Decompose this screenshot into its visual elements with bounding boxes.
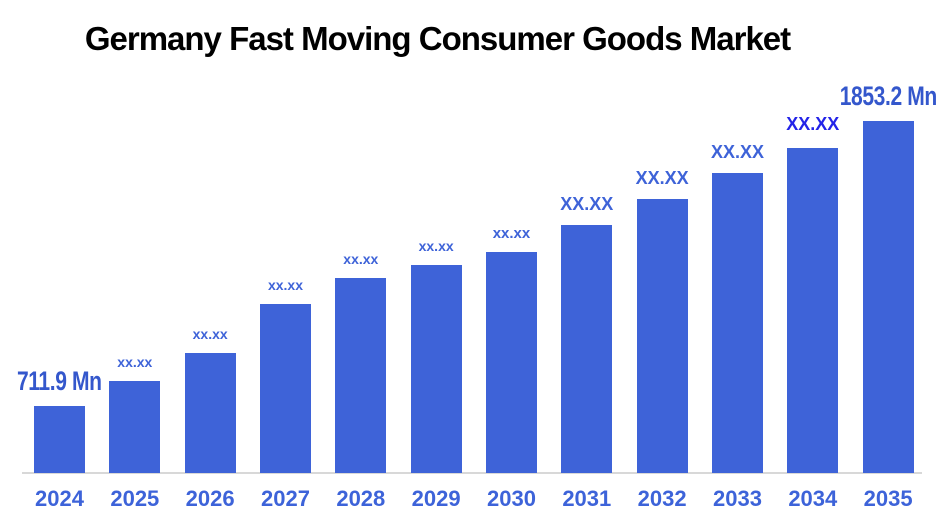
bar-2029 xyxy=(410,265,462,473)
x-axis-line xyxy=(22,472,922,474)
bar-2024 xyxy=(34,406,85,473)
year-label-2026: 2026 xyxy=(185,486,235,511)
year-label-2032: 2032 xyxy=(637,486,687,511)
year-label-2025: 2025 xyxy=(110,486,160,511)
bar-2034 xyxy=(787,148,839,473)
bar-2031 xyxy=(561,225,613,473)
bar-2033 xyxy=(711,173,763,473)
year-label-2024: 2024 xyxy=(35,486,84,511)
bar-2032 xyxy=(636,199,688,473)
bar-2025 xyxy=(109,381,161,473)
year-label-2029: 2029 xyxy=(411,486,461,511)
bar-2027 xyxy=(259,304,311,473)
bar-2035 xyxy=(862,121,914,473)
chart-title: Germany Fast Moving Consumer Goods Marke… xyxy=(84,20,791,57)
year-label-2030: 2030 xyxy=(486,486,536,511)
bar-2026 xyxy=(184,353,236,473)
year-label-2034: 2034 xyxy=(788,486,838,511)
year-label-2031: 2031 xyxy=(562,486,612,511)
year-label-2033: 2033 xyxy=(712,486,762,511)
value-label-2035: 1853.2 Mn xyxy=(839,81,938,111)
year-label-2027: 2027 xyxy=(261,486,310,511)
bar-2030 xyxy=(485,252,537,473)
year-label-2035: 2035 xyxy=(863,486,913,511)
bar-2028 xyxy=(335,278,387,473)
year-label-2028: 2028 xyxy=(336,486,386,511)
